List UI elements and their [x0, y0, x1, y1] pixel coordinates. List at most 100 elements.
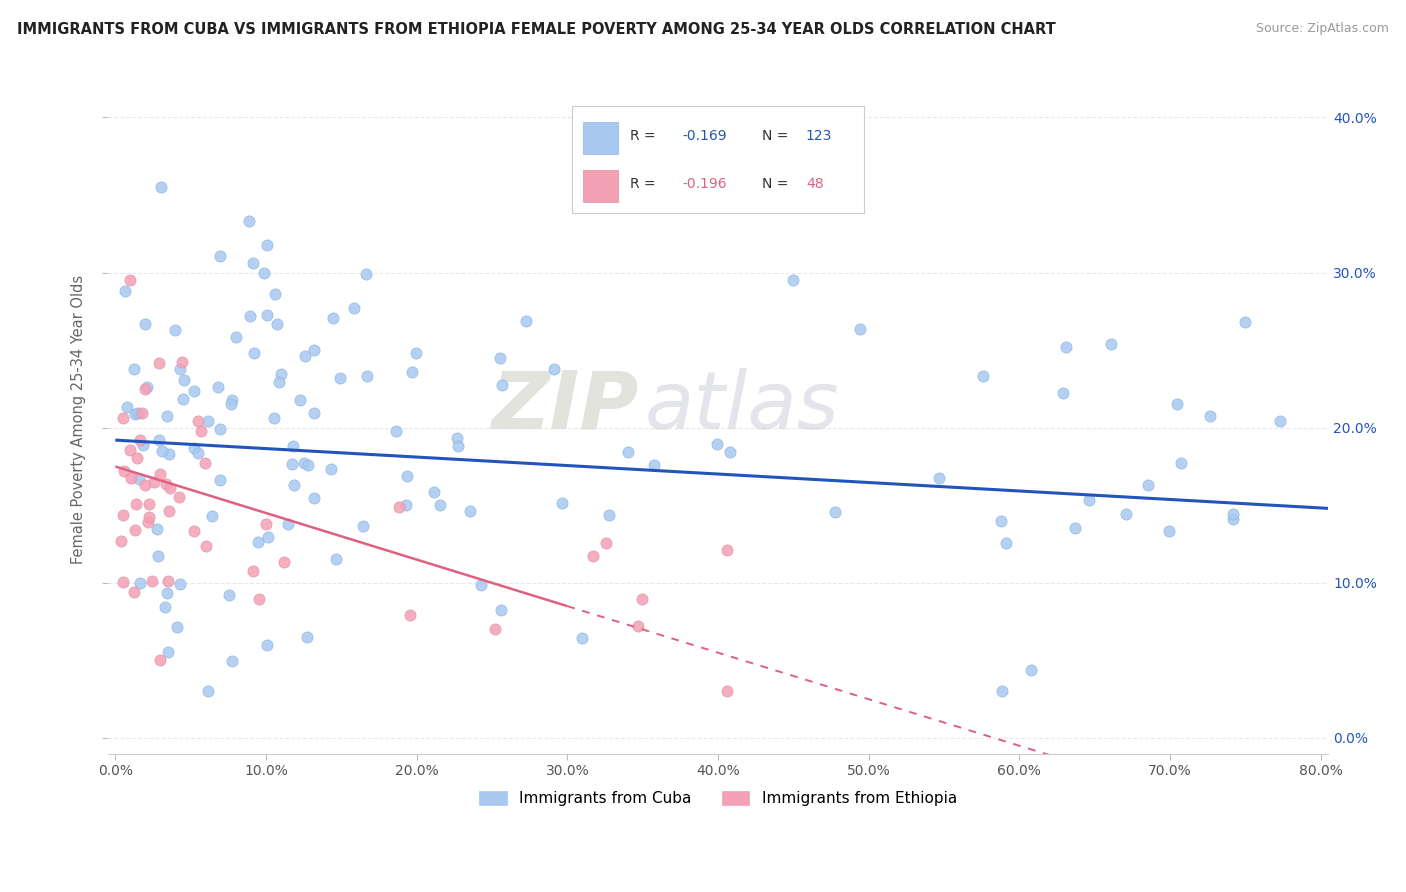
- Point: [290, 392, 312, 407]
- Point: [141, 574, 163, 588]
- Point: [551, 496, 574, 510]
- Point: [124, 362, 146, 376]
- Point: [208, 249, 231, 263]
- Point: [491, 377, 513, 392]
- Point: [209, 473, 232, 487]
- Point: [598, 508, 620, 522]
- Point: [208, 421, 231, 435]
- Point: [149, 180, 172, 194]
- Point: [134, 382, 156, 396]
- Point: [484, 622, 506, 636]
- Point: [135, 380, 157, 394]
- Point: [716, 684, 738, 698]
- Point: [283, 478, 305, 492]
- Point: [243, 346, 266, 360]
- Point: [617, 445, 640, 459]
- Point: [112, 465, 135, 479]
- Point: [515, 314, 537, 328]
- Point: [183, 524, 205, 538]
- Point: [157, 574, 180, 588]
- Point: [169, 576, 191, 591]
- Point: [112, 411, 135, 425]
- Point: [195, 539, 218, 553]
- Point: [302, 407, 325, 421]
- Point: [446, 439, 468, 453]
- Point: [706, 437, 728, 451]
- Point: [120, 471, 142, 485]
- Point: [263, 286, 285, 301]
- Point: [1234, 315, 1257, 329]
- Point: [627, 619, 650, 633]
- Point: [1159, 524, 1181, 539]
- Point: [297, 458, 319, 472]
- Point: [159, 481, 181, 495]
- Point: [304, 491, 326, 505]
- Point: [990, 514, 1012, 528]
- Point: [146, 549, 169, 564]
- Point: [194, 456, 217, 470]
- Point: [146, 522, 169, 536]
- Point: [270, 367, 292, 381]
- Text: atlas: atlas: [645, 368, 839, 446]
- Point: [304, 343, 326, 358]
- Point: [112, 508, 135, 523]
- Point: [172, 392, 194, 407]
- Point: [221, 393, 243, 408]
- Point: [1166, 397, 1188, 411]
- Point: [1099, 337, 1122, 351]
- Point: [254, 516, 277, 531]
- Point: [253, 266, 276, 280]
- Point: [571, 631, 593, 645]
- Point: [117, 401, 139, 415]
- Point: [153, 600, 176, 615]
- Point: [928, 471, 950, 485]
- Text: Source: ZipAtlas.com: Source: ZipAtlas.com: [1256, 22, 1389, 36]
- Point: [329, 371, 352, 385]
- Point: [405, 346, 427, 360]
- Point: [429, 498, 451, 512]
- Point: [388, 500, 411, 514]
- Point: [127, 406, 149, 420]
- Point: [582, 549, 605, 563]
- Point: [221, 654, 243, 668]
- Point: [190, 424, 212, 438]
- Point: [246, 535, 269, 549]
- Point: [325, 551, 347, 566]
- Point: [294, 349, 316, 363]
- Point: [148, 356, 170, 370]
- Point: [256, 308, 278, 322]
- Point: [125, 497, 148, 511]
- Point: [543, 362, 565, 376]
- Point: [183, 441, 205, 455]
- Point: [163, 323, 186, 337]
- Point: [972, 369, 994, 384]
- Point: [1078, 492, 1101, 507]
- Point: [114, 284, 136, 298]
- Point: [249, 591, 271, 606]
- Point: [156, 645, 179, 659]
- Point: [166, 620, 188, 634]
- Point: [277, 516, 299, 531]
- Point: [197, 414, 219, 428]
- Point: [384, 424, 406, 438]
- Point: [156, 585, 179, 599]
- Point: [630, 591, 652, 606]
- Point: [994, 535, 1017, 549]
- Point: [595, 536, 617, 550]
- Point: [134, 478, 156, 492]
- Point: [173, 373, 195, 387]
- Point: [718, 445, 741, 459]
- Point: [242, 564, 264, 578]
- Point: [242, 256, 264, 270]
- Point: [150, 444, 173, 458]
- Point: [128, 575, 150, 590]
- Point: [319, 462, 342, 476]
- Point: [1115, 508, 1137, 522]
- Point: [990, 684, 1012, 698]
- Point: [157, 504, 180, 518]
- Point: [138, 497, 160, 511]
- Point: [124, 524, 146, 538]
- Point: [263, 410, 285, 425]
- Point: [1054, 340, 1077, 354]
- Point: [297, 630, 319, 644]
